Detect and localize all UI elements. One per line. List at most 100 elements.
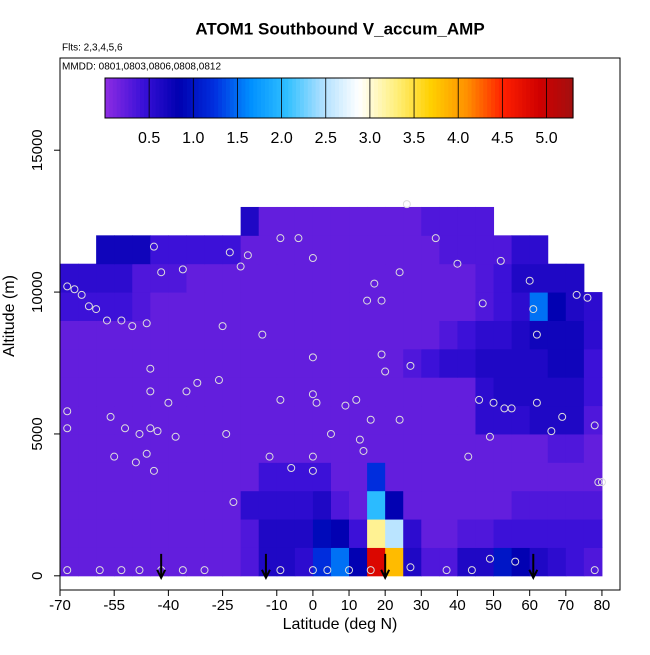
- heat-cell: [385, 547, 404, 577]
- heat-cell: [294, 433, 314, 463]
- heat-cell: [385, 433, 404, 463]
- heat-cell: [132, 490, 151, 520]
- colorbar-swatch: [210, 78, 215, 118]
- heat-cell: [240, 377, 260, 407]
- heat-cell: [168, 263, 187, 293]
- heat-cell: [330, 348, 350, 378]
- colorbar-swatch: [284, 78, 289, 118]
- heat-cell: [186, 320, 206, 350]
- heat-cell: [349, 377, 368, 407]
- colorbar-swatch: [506, 78, 512, 118]
- heat-cell: [312, 235, 332, 265]
- heat-cell: [96, 490, 115, 520]
- heat-cell: [96, 433, 115, 463]
- heat-cell: [204, 292, 224, 321]
- heat-cell: [421, 547, 440, 577]
- colorbar-swatch: [510, 78, 516, 118]
- heat-cell: [276, 206, 296, 236]
- arrow: [528, 553, 539, 581]
- sample-point: [478, 299, 487, 308]
- heat-cell: [565, 490, 585, 520]
- heat-cell: [78, 490, 97, 520]
- colorbar-swatch: [381, 78, 387, 118]
- heat-cell: [312, 433, 332, 463]
- sample-point: [117, 316, 126, 325]
- sample-point: [395, 415, 404, 424]
- colorbar-swatch: [151, 78, 157, 118]
- heat-cell: [493, 263, 513, 293]
- sample-point: [182, 387, 191, 396]
- heat-cell: [204, 377, 224, 407]
- colorbar-swatch: [140, 78, 145, 118]
- heat-cell: [583, 348, 603, 378]
- heat-cell: [385, 519, 404, 548]
- colorbar-tick-label: 2.5: [315, 130, 337, 147]
- sample-point: [377, 350, 386, 359]
- heat-cell: [132, 235, 151, 265]
- heat-cell: [60, 320, 79, 350]
- heat-cell: [385, 263, 404, 293]
- heat-cell: [258, 547, 278, 577]
- heat-cell: [493, 348, 513, 378]
- sample-point: [63, 282, 72, 291]
- heat-cell: [565, 263, 585, 293]
- heat-cell: [204, 320, 224, 350]
- x-tick-label: 0: [309, 597, 317, 614]
- colorbar-swatch: [222, 78, 227, 118]
- heat-cell: [475, 235, 495, 265]
- heat-cell: [421, 377, 440, 407]
- heat-cell: [114, 490, 133, 520]
- heat-cell: [60, 462, 79, 492]
- colorbar-swatch: [487, 78, 492, 118]
- heat-cell: [367, 235, 386, 265]
- colorbar-swatch: [436, 78, 441, 118]
- sample-point: [529, 305, 538, 314]
- heat-cell: [186, 405, 206, 435]
- heat-cell: [349, 292, 368, 321]
- sample-point: [287, 463, 296, 472]
- heat-cell: [312, 462, 332, 492]
- heat-cell: [150, 377, 169, 407]
- heat-cell: [150, 263, 169, 293]
- heat-cell: [583, 547, 603, 577]
- heat-cell: [78, 377, 97, 407]
- heat-cell: [60, 405, 79, 435]
- heat-cell: [547, 490, 567, 520]
- colorbar-swatch: [401, 78, 406, 118]
- sample-point: [70, 285, 79, 294]
- heat-cell: [583, 433, 603, 463]
- heat-cell: [529, 405, 549, 435]
- heat-cell: [421, 292, 440, 321]
- heat-cell: [421, 263, 440, 293]
- colorbar-tick-label: 4.0: [447, 130, 469, 147]
- sample-point: [366, 566, 375, 575]
- heat-cell: [60, 263, 79, 293]
- sample-point: [355, 435, 364, 444]
- heat-cell: [150, 292, 169, 321]
- heat-cell: [493, 292, 513, 321]
- heat-cell: [511, 519, 531, 548]
- sample-point: [507, 404, 516, 413]
- colorbar-swatch: [565, 78, 570, 118]
- heat-cell: [312, 519, 332, 548]
- heat-cell: [294, 320, 314, 350]
- arrow: [156, 553, 167, 581]
- heat-cell: [583, 405, 603, 435]
- heat-cell: [349, 547, 368, 577]
- heat-cell: [439, 348, 458, 378]
- colorbar-tick-label: 0.5: [138, 130, 160, 147]
- sample-point: [308, 452, 317, 461]
- heat-cell: [240, 348, 260, 378]
- colorbar-swatch: [116, 78, 122, 118]
- x-tick-label: 60: [521, 597, 538, 614]
- heat-cell: [547, 320, 567, 350]
- heat-cell: [547, 377, 567, 407]
- heat-cell: [240, 292, 260, 321]
- colorbar-swatch: [202, 78, 207, 118]
- colorbar-swatch: [385, 78, 391, 118]
- sample-point: [146, 387, 155, 396]
- heat-cell: [204, 348, 224, 378]
- colorbar-swatch: [132, 78, 137, 118]
- colorbar-swatch: [335, 78, 340, 118]
- colorbar-tick-label: 3.5: [403, 130, 425, 147]
